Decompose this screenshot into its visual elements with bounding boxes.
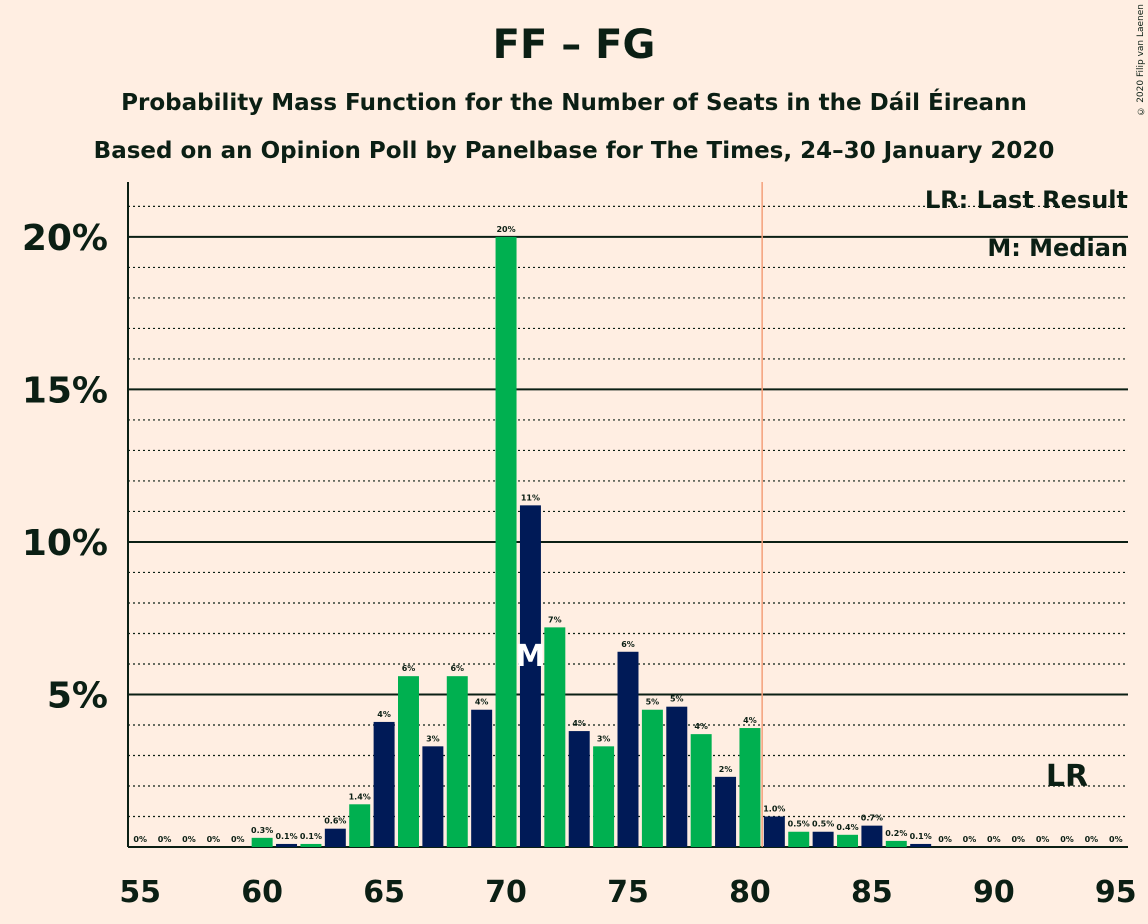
chart-subtitle-poll: Based on an Opinion Poll by Panelbase fo… — [93, 138, 1055, 164]
data-label-55: 0% — [133, 835, 147, 844]
data-label-85: 0.7% — [861, 814, 883, 823]
data-label-69: 4% — [475, 698, 489, 707]
x-tick-label: 55 — [119, 875, 161, 910]
data-label-93: 0% — [1060, 835, 1074, 844]
bar-seats-60 — [251, 837, 273, 847]
chart-title: FF – FG — [492, 22, 656, 68]
data-label-62: 0.1% — [300, 832, 322, 841]
data-label-63: 0.6% — [324, 817, 346, 826]
bar-seats-83 — [812, 831, 834, 847]
data-label-80: 4% — [743, 716, 757, 725]
y-tick-label: 15% — [22, 370, 108, 411]
x-tick-label: 60 — [241, 875, 283, 910]
bar-seats-67 — [422, 746, 444, 847]
bar-seats-79 — [715, 776, 737, 847]
data-label-60: 0.3% — [251, 826, 273, 835]
bar-seats-86 — [885, 840, 907, 847]
legend-median: M: Median — [987, 234, 1128, 262]
median-marker: M — [516, 639, 546, 674]
bar-seats-73 — [568, 731, 590, 847]
data-label-86: 0.2% — [885, 829, 907, 838]
data-label-68: 6% — [450, 664, 464, 673]
data-label-59: 0% — [231, 835, 245, 844]
bar-seats-82 — [788, 831, 810, 847]
data-label-72: 7% — [548, 615, 562, 624]
data-label-92: 0% — [1036, 835, 1050, 844]
bar-seats-70 — [495, 236, 517, 847]
bar-seats-74 — [593, 746, 615, 847]
data-label-64: 1.4% — [349, 792, 371, 801]
data-label-87: 0.1% — [910, 832, 932, 841]
legend-last-result: LR: Last Result — [924, 186, 1128, 214]
bar-seats-61 — [276, 843, 298, 847]
data-label-76: 5% — [646, 698, 660, 707]
data-label-79: 2% — [719, 765, 733, 774]
x-tick-label: 70 — [485, 875, 527, 910]
bar-seats-68 — [446, 676, 468, 847]
bar-seats-75 — [617, 651, 639, 847]
data-label-57: 0% — [182, 835, 196, 844]
bar-seats-64 — [349, 804, 371, 847]
data-label-67: 3% — [426, 734, 440, 743]
data-label-78: 4% — [694, 722, 708, 731]
data-label-90: 0% — [987, 835, 1001, 844]
data-label-94: 0% — [1085, 835, 1099, 844]
data-label-73: 4% — [572, 719, 586, 728]
data-label-71: 11% — [521, 493, 540, 502]
data-label-75: 6% — [621, 640, 635, 649]
data-label-95: 0% — [1109, 835, 1123, 844]
x-tick-label: 95 — [1095, 875, 1137, 910]
x-tick-label: 80 — [729, 875, 771, 910]
bar-seats-78 — [690, 734, 712, 847]
bar-seats-69 — [471, 709, 493, 847]
y-tick-label: 10% — [22, 523, 108, 564]
data-label-58: 0% — [207, 835, 221, 844]
data-label-61: 0.1% — [275, 832, 297, 841]
data-label-84: 0.4% — [836, 823, 858, 832]
x-tick-label: 90 — [973, 875, 1015, 910]
data-label-89: 0% — [963, 835, 977, 844]
x-tick-label: 75 — [607, 875, 649, 910]
x-tick-label: 65 — [363, 875, 405, 910]
data-label-83: 0.5% — [812, 820, 834, 829]
x-tick-label: 85 — [851, 875, 893, 910]
bar-seats-66 — [398, 676, 419, 847]
last-result-marker: LR — [1046, 759, 1088, 794]
data-label-70: 20% — [496, 225, 515, 234]
data-label-66: 6% — [402, 664, 416, 673]
data-label-88: 0% — [938, 835, 952, 844]
bar-seats-85 — [861, 825, 883, 847]
bar-seats-71 — [519, 505, 541, 847]
data-label-56: 0% — [158, 835, 172, 844]
bar-seats-72 — [544, 627, 566, 847]
bar-seats-87 — [910, 843, 932, 847]
y-tick-label: 20% — [22, 218, 108, 259]
bar-seats-76 — [641, 709, 663, 847]
bar-seats-62 — [300, 843, 322, 847]
data-label-65: 4% — [377, 710, 391, 719]
data-label-81: 1.0% — [763, 804, 785, 813]
bar-seats-77 — [666, 706, 688, 847]
data-label-91: 0% — [1011, 835, 1025, 844]
y-tick-label: 5% — [47, 675, 108, 716]
data-label-74: 3% — [597, 734, 611, 743]
data-label-82: 0.5% — [788, 820, 810, 829]
data-label-77: 5% — [670, 695, 684, 704]
bar-seats-65 — [373, 721, 395, 847]
bar-seats-80 — [739, 728, 761, 847]
bar-seats-63 — [324, 828, 346, 847]
bar-seats-84 — [837, 834, 858, 847]
bar-seats-81 — [763, 816, 785, 847]
chart-subtitle: Probability Mass Function for the Number… — [121, 90, 1027, 116]
